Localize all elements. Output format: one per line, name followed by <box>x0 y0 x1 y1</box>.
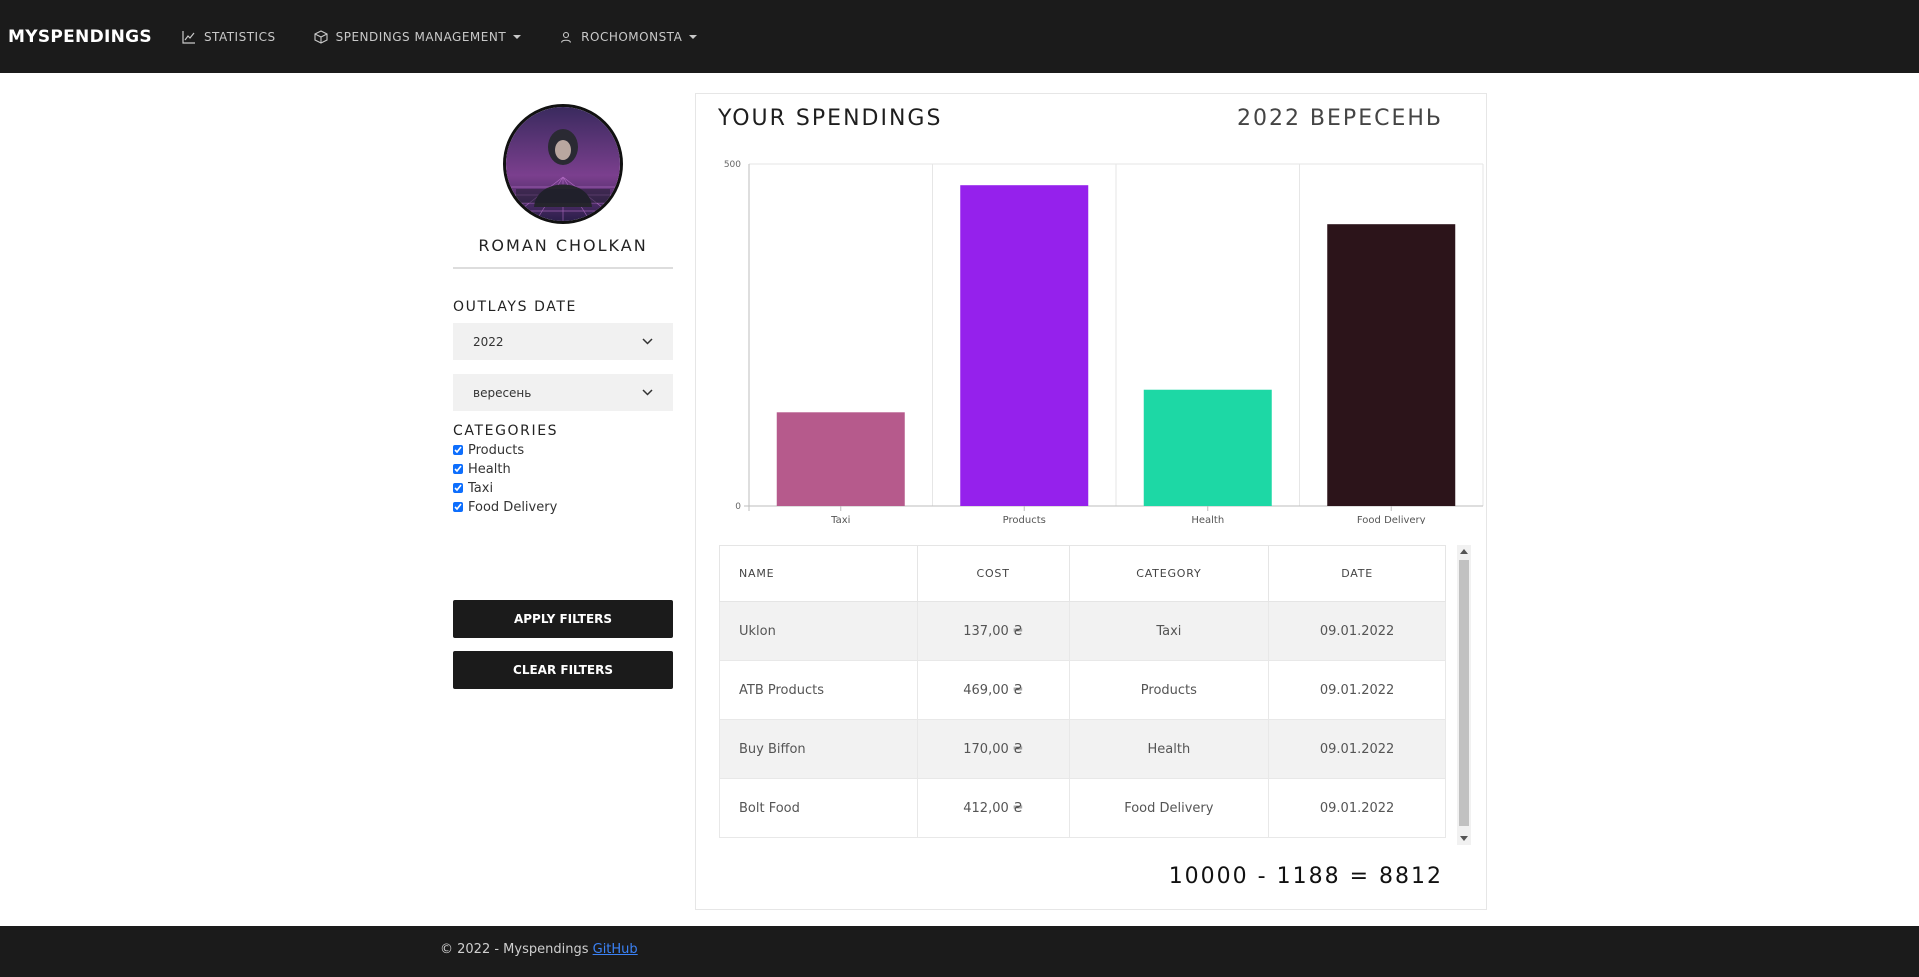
nav-user-label: ROCHOMONSTA <box>581 29 683 44</box>
chevron-down-icon <box>689 34 698 39</box>
category-checkbox-taxi[interactable] <box>453 483 463 493</box>
chart-line-icon <box>182 30 196 44</box>
category-label: Health <box>468 461 511 477</box>
spendings-table-container: NAME COST CATEGORY DATE Uklon 137,00 ₴ T… <box>719 545 1471 845</box>
table-row[interactable]: Buy Biffon 170,00 ₴ Health 09.01.2022 <box>719 719 1446 779</box>
footer: © 2022 - Myspendings GitHub <box>0 926 1919 977</box>
table-row[interactable]: ATB Products 469,00 ₴ Products 09.01.202… <box>719 660 1446 720</box>
x-tick-label: Health <box>1191 515 1224 524</box>
nav-statistics[interactable]: STATISTICS <box>182 30 276 44</box>
year-select-value: 2022 <box>473 334 504 349</box>
scroll-down-arrow-icon[interactable] <box>1460 836 1468 841</box>
footer-text: © 2022 - Myspendings GitHub <box>440 942 638 957</box>
category-checkbox-food-delivery[interactable] <box>453 502 463 512</box>
spendings-bar-chart: 0 500 Taxi Products Health Food Delivery <box>724 160 1484 524</box>
table-header-row: NAME COST CATEGORY DATE <box>719 545 1446 602</box>
cell-cost: 412,00 ₴ <box>916 778 1070 838</box>
cell-category: Products <box>1068 660 1270 720</box>
cell-category: Taxi <box>1068 601 1270 661</box>
cell-name: Buy Biffon <box>719 719 918 779</box>
cell-name: ATB Products <box>719 660 918 720</box>
github-link[interactable]: GitHub <box>592 942 638 957</box>
x-tick-label: Products <box>1003 515 1046 524</box>
chevron-down-icon <box>642 338 653 345</box>
bar-products <box>960 185 1089 507</box>
category-option-health: Health <box>453 461 673 477</box>
category-label: Food Delivery <box>468 499 558 515</box>
cell-date: 09.01.2022 <box>1268 601 1446 661</box>
chevron-down-icon <box>642 389 653 396</box>
cell-date: 09.01.2022 <box>1268 778 1446 838</box>
category-option-products: Products <box>453 442 673 458</box>
cell-name: Uklon <box>719 601 918 661</box>
month-select[interactable]: вересень <box>453 374 673 411</box>
clear-filters-button[interactable]: CLEAR FILTERS <box>453 651 673 689</box>
cell-cost: 469,00 ₴ <box>916 660 1070 720</box>
cell-cost: 137,00 ₴ <box>916 601 1070 661</box>
column-header-category[interactable]: CATEGORY <box>1068 545 1270 602</box>
filters-sidebar: ROMAN CHOLKAN OUTLAYS DATE 2022 вересень… <box>453 104 673 689</box>
scroll-up-arrow-icon[interactable] <box>1460 549 1468 554</box>
x-tick-label: Food Delivery <box>1357 515 1426 524</box>
category-checkbox-health[interactable] <box>453 464 463 474</box>
column-header-date[interactable]: DATE <box>1268 545 1446 602</box>
user-name: ROMAN CHOLKAN <box>453 236 673 269</box>
year-select[interactable]: 2022 <box>453 323 673 360</box>
category-option-food-delivery: Food Delivery <box>453 499 673 515</box>
column-header-cost[interactable]: COST <box>916 545 1070 602</box>
category-label: Taxi <box>468 480 494 496</box>
chevron-down-icon <box>513 34 522 39</box>
cell-category: Food Delivery <box>1068 778 1270 838</box>
category-option-taxi: Taxi <box>453 480 673 496</box>
balance-summary: 10000 - 1188 = 8812 <box>1168 864 1443 889</box>
copyright-text: © 2022 - Myspendings <box>440 942 589 957</box>
user-icon <box>559 30 573 44</box>
bar-taxi <box>776 412 905 506</box>
table-row[interactable]: Bolt Food 412,00 ₴ Food Delivery 09.01.2… <box>719 778 1446 838</box>
month-select-value: вересень <box>473 385 532 400</box>
period-label: 2022 ВЕРЕСЕНЬ <box>1236 106 1443 131</box>
top-navbar: MYSPENDINGS STATISTICS SPENDINGS MANAGEM… <box>0 0 1919 73</box>
x-tick-label: Taxi <box>830 515 850 524</box>
categories-title: CATEGORIES <box>453 423 559 439</box>
page-title: YOUR SPENDINGS <box>718 106 943 131</box>
category-label: Products <box>468 442 525 458</box>
cell-cost: 170,00 ₴ <box>916 719 1070 779</box>
avatar <box>503 104 623 224</box>
cell-date: 09.01.2022 <box>1268 660 1446 720</box>
cell-category: Health <box>1068 719 1270 779</box>
outlays-date-title: OUTLAYS DATE <box>453 299 577 315</box>
cell-name: Bolt Food <box>719 778 918 838</box>
scrollbar-thumb[interactable] <box>1459 560 1469 826</box>
box-icon <box>314 29 328 44</box>
table-row[interactable]: Uklon 137,00 ₴ Taxi 09.01.2022 <box>719 601 1446 661</box>
category-checkbox-products[interactable] <box>453 445 463 455</box>
bar-health <box>1143 389 1272 506</box>
cell-date: 09.01.2022 <box>1268 719 1446 779</box>
spendings-card: YOUR SPENDINGS 2022 ВЕРЕСЕНЬ 0 500 Taxi Pro… <box>695 93 1487 910</box>
nav-user-menu[interactable]: ROCHOMONSTA <box>559 29 698 44</box>
column-header-name[interactable]: NAME <box>719 545 918 602</box>
nav-spendings-management[interactable]: SPENDINGS MANAGEMENT <box>314 30 522 44</box>
apply-filters-button[interactable]: APPLY FILTERS <box>453 600 673 638</box>
nav-statistics-label: STATISTICS <box>203 29 276 44</box>
bar-food-delivery <box>1327 224 1456 506</box>
table-scrollbar[interactable] <box>1457 545 1471 845</box>
y-tick-label: 500 <box>724 160 741 170</box>
nav-spendings-management-label: SPENDINGS MANAGEMENT <box>335 29 507 44</box>
y-tick-label: 0 <box>735 502 741 512</box>
spendings-table: NAME COST CATEGORY DATE Uklon 137,00 ₴ T… <box>719 545 1446 838</box>
brand-logo[interactable]: MYSPENDINGS <box>8 26 152 47</box>
